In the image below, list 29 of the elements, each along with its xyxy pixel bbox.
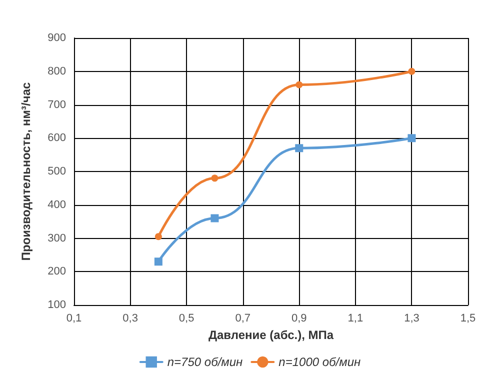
y-tick-label: 100: [48, 299, 66, 311]
point: [211, 174, 218, 182]
x-tick-label: 1,5: [460, 312, 476, 324]
y-tick-label: 700: [48, 98, 66, 111]
point: [295, 144, 304, 152]
legend-label: n=750 об/мин: [167, 355, 244, 369]
y-tick-label: 300: [48, 232, 66, 244]
legend-label: n=1000 об/мин: [278, 355, 362, 369]
x-tick-label: 0,3: [122, 312, 138, 324]
x-tick-label: 1,3: [404, 312, 420, 324]
y-tick-label: 400: [48, 198, 66, 211]
point: [296, 81, 303, 88]
point: [408, 68, 416, 75]
y-tick-label: 800: [48, 65, 66, 78]
x-tick-label: 0,5: [178, 312, 194, 324]
point: [408, 134, 416, 142]
x-tick-label: 1,1: [348, 312, 364, 324]
point: [210, 214, 219, 222]
point: [154, 233, 162, 240]
x-tick-label: 0,1: [66, 312, 82, 324]
y-axis-title: Производительность, нм³/час: [19, 82, 33, 261]
x-tick-label: 0,9: [291, 312, 307, 324]
x-tick-label: 0,7: [235, 312, 251, 324]
y-tick-label: 500: [48, 166, 66, 178]
y-tick-label: 200: [48, 266, 66, 278]
y-tick-label: 900: [48, 32, 66, 44]
y-tick-label: 600: [48, 132, 66, 144]
point: [154, 258, 162, 266]
x-axis-title: Давление (абс.), МПа: [208, 328, 334, 342]
